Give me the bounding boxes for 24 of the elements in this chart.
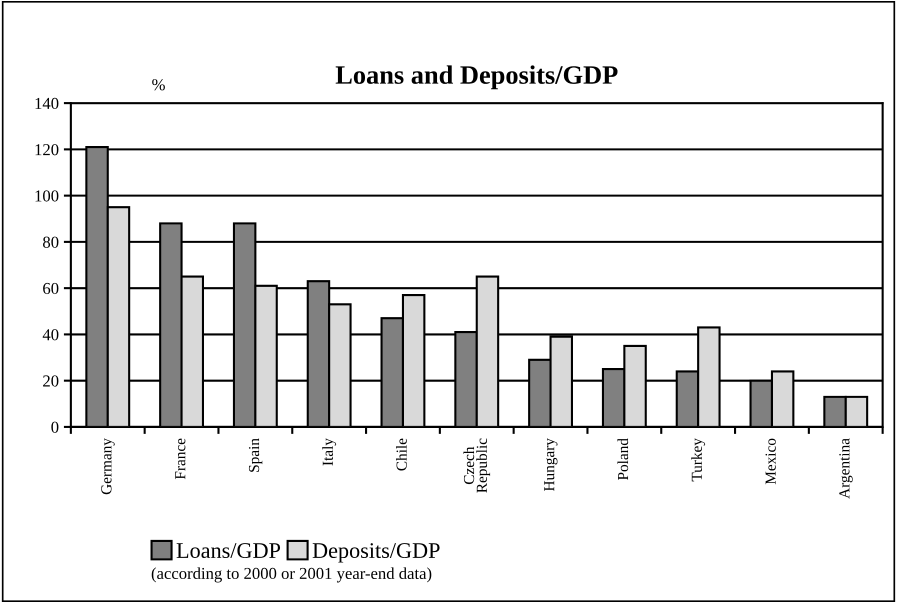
- x-tick-label: Czech Republic: [463, 438, 490, 493]
- legend-label: Loans/GDP: [176, 543, 280, 558]
- x-tick-label: France: [175, 438, 186, 480]
- chart-title: Loans and Deposits/GDP: [336, 65, 618, 90]
- y-tick-label: 0: [51, 422, 58, 433]
- x-tick-label: Chile: [396, 438, 407, 471]
- y-tick-label: 20: [43, 375, 58, 387]
- x-tick-label: Turkey: [691, 438, 706, 482]
- x-tick-label: Hungary: [544, 438, 558, 492]
- legend-label: Deposits/GDP: [312, 543, 440, 563]
- text: (according to 2000 or 2001 year-end data): [152, 567, 432, 582]
- y-tick-label: 80: [43, 236, 58, 248]
- x-tick-label: Italy: [322, 438, 336, 466]
- y-axis-title: %: [152, 79, 165, 90]
- x-tick-label: Argentina: [839, 438, 853, 499]
- x-tick-label: Spain: [248, 438, 262, 472]
- y-tick-label: 100: [36, 190, 58, 202]
- y-tick-label: 60: [43, 282, 58, 294]
- y-tick-label: 120: [36, 144, 58, 156]
- x-tick-label: Poland: [617, 438, 628, 480]
- y-tick-label: 140: [36, 98, 58, 110]
- y-tick-label: 40: [42, 329, 58, 340]
- x-tick-label: Germany: [101, 438, 115, 494]
- x-tick-label: Mexico: [766, 438, 776, 484]
